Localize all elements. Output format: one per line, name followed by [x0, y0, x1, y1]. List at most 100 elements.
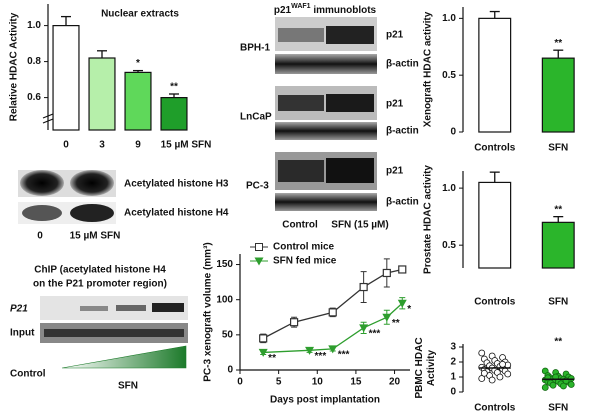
y-axis-label: PC-3 xenograft volume (mm³)	[203, 242, 214, 381]
x-tick-label: 9	[135, 140, 141, 151]
bar	[541, 221, 575, 269]
x-tick-label: Controls	[474, 297, 516, 308]
bar	[52, 25, 80, 131]
marker	[359, 282, 368, 292]
chip-title: on the P21 promoter region)	[33, 279, 167, 290]
significance: ***	[369, 328, 381, 339]
significance: **	[554, 204, 562, 215]
significance: **	[268, 353, 276, 364]
significance: *	[136, 58, 140, 69]
band	[22, 205, 62, 221]
x-tick-label: SFN	[548, 143, 568, 154]
marker	[382, 268, 391, 278]
band-label: p21	[386, 30, 404, 41]
band	[278, 28, 324, 42]
band	[20, 170, 64, 196]
x-tick-label: 10	[312, 377, 324, 388]
axis-break	[42, 113, 54, 124]
blot-title: p21WAF1 immunoblots	[274, 3, 377, 16]
significance: ***	[338, 350, 350, 361]
band	[80, 306, 108, 311]
y-label-line: PBMC HDAC	[414, 337, 425, 398]
marker	[328, 345, 338, 354]
legend-label: Control mice	[273, 242, 335, 253]
marker	[289, 318, 299, 327]
dot	[496, 373, 504, 381]
x-axis-label: Days post implantation	[270, 395, 380, 406]
y-tick-label: 0.6	[27, 92, 41, 103]
chip: ChIP (acetylated histone H4 on the P21 p…	[10, 265, 188, 392]
legend-marker	[254, 257, 264, 266]
t-sup: WAF1	[291, 3, 311, 10]
y-tick-label: 1.0	[442, 183, 456, 194]
dot	[541, 384, 549, 391]
dot	[480, 369, 488, 377]
t-main: p21	[274, 5, 292, 16]
y-tick-label: 50	[222, 329, 234, 340]
marker	[359, 324, 369, 333]
band	[278, 160, 324, 182]
condition: 0	[37, 231, 43, 242]
band	[70, 170, 114, 196]
condition: 15 µM SFN	[70, 231, 121, 242]
blot	[275, 54, 377, 74]
histone-label: Acetylated histone H4	[124, 208, 229, 219]
x-tick-label: 15	[350, 377, 362, 388]
marker	[397, 299, 407, 308]
cell-line: PC-3	[246, 181, 269, 192]
dot	[549, 381, 557, 389]
y-axis-label: Relative HDAC Activity	[9, 12, 20, 121]
band	[116, 305, 146, 311]
histone-blots: Acetylated histone H3 Acetylated histone…	[18, 170, 229, 242]
marker	[328, 308, 337, 317]
y-axis-label: Xenograft HDAC activity	[423, 11, 434, 127]
marker	[305, 346, 315, 355]
condition: Control	[282, 220, 318, 231]
y-tick-label: 3	[450, 342, 456, 353]
dot	[478, 375, 486, 382]
marker	[258, 348, 268, 357]
band-label: β-actin	[386, 59, 419, 70]
significance: *	[407, 304, 411, 315]
band	[326, 94, 374, 112]
band	[44, 329, 184, 337]
chip-title: ChIP (acetylated histone H4	[34, 265, 166, 276]
t-rest: immunoblots	[311, 5, 377, 16]
bar	[88, 57, 116, 131]
blot	[275, 193, 377, 211]
bar	[541, 57, 575, 133]
y-tick-label: 100	[216, 294, 233, 305]
y-tick-label: 1.0	[27, 20, 41, 31]
y-tick-label: 0.8	[27, 56, 41, 67]
dot	[504, 370, 512, 378]
cell-line: LnCaP	[240, 112, 272, 123]
dot	[567, 381, 575, 388]
y-axis-label: Prostate HDAC activity	[423, 165, 434, 274]
significance: **	[554, 337, 562, 348]
x-tick-label: 15 µM SFN	[161, 140, 212, 151]
y-tick-label: 0	[227, 365, 233, 376]
band-label: β-actin	[386, 197, 419, 208]
x-tick-label: 5	[276, 377, 282, 388]
condition: SFN (15 µM)	[331, 220, 388, 231]
bar	[160, 96, 188, 131]
bar	[478, 181, 512, 269]
y-tick-label: 0.5	[442, 70, 456, 81]
gradient-label: Control	[10, 369, 46, 380]
x-tick-label: Controls	[474, 143, 516, 154]
y-tick-label: 0	[450, 127, 456, 138]
dot	[488, 376, 496, 384]
y-tick-label: 0	[450, 387, 456, 398]
chip-row: P21	[10, 304, 28, 315]
band	[326, 158, 374, 183]
band-label: β-actin	[386, 126, 419, 137]
cell-line: BPH-1	[240, 43, 270, 54]
gradient-triangle	[61, 345, 187, 369]
marker	[382, 313, 392, 322]
dot	[499, 360, 506, 368]
immunoblots: p21WAF1 immunoblots BPH-1 LnCaP PC-3 p21…	[240, 3, 419, 231]
y-tick-label: 1	[450, 372, 456, 383]
significance: **	[554, 38, 562, 49]
x-tick-label: SFN	[548, 403, 568, 414]
y-tick-label: 2	[450, 357, 456, 368]
